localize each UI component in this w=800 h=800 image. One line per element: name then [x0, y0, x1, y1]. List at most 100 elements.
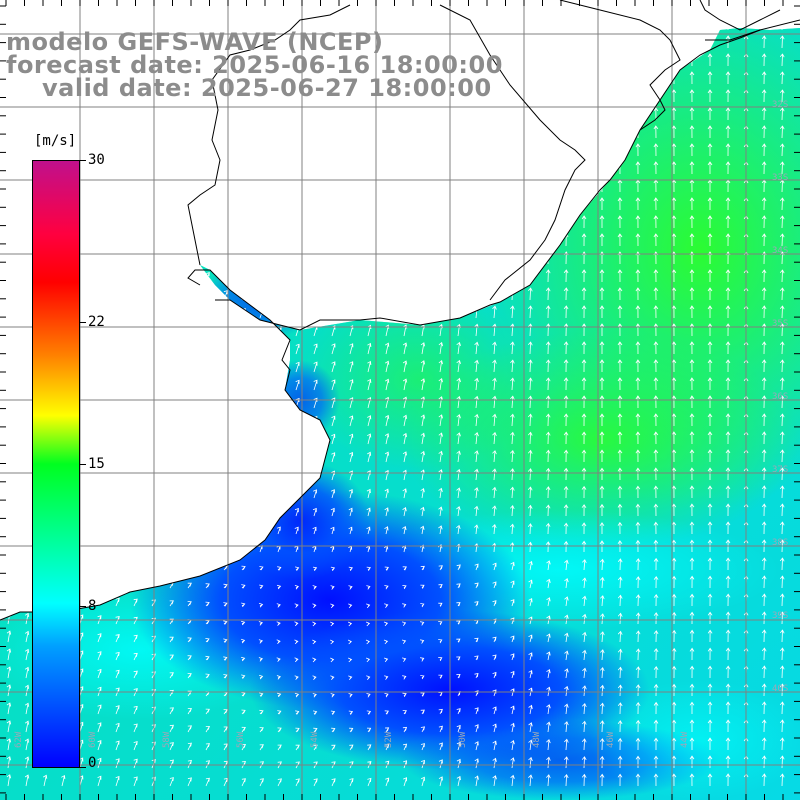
wind-arrow: [277, 744, 282, 751]
wind-arrow: [689, 359, 695, 373]
wind-arrow: [330, 621, 335, 627]
wind-arrow: [510, 359, 515, 373]
wind-arrow: [97, 668, 102, 679]
wind-arrow: [779, 683, 785, 697]
wind-arrow: [294, 692, 300, 698]
wind-arrow: [545, 377, 551, 391]
wind-arrow: [438, 450, 443, 463]
wind-arrow: [510, 504, 515, 517]
wind-arrow: [617, 720, 623, 733]
wind-arrow: [635, 594, 641, 607]
wind-arrow: [689, 593, 695, 607]
wind-arrow: [240, 620, 246, 626]
wind-arrow: [725, 503, 731, 517]
lat-label: 38S: [772, 538, 789, 548]
wind-arrow: [420, 709, 425, 715]
wind-arrow: [169, 672, 174, 679]
wind-arrow: [689, 557, 695, 571]
coastline: [0, 0, 800, 621]
wind-arrow: [635, 612, 641, 625]
wind-arrow: [725, 143, 731, 157]
wind-arrow: [689, 467, 695, 481]
wind-arrow: [24, 720, 30, 733]
wind-arrow: [366, 507, 371, 517]
wind-arrow: [564, 578, 569, 589]
colorbar-tick-mark: [80, 160, 86, 161]
wind-arrow: [707, 341, 713, 354]
wind-arrow: [331, 433, 336, 445]
wind-arrow: [761, 197, 767, 211]
wind-arrow: [779, 395, 785, 409]
wind-arrow: [581, 431, 587, 445]
wind-arrow: [313, 778, 318, 787]
wind-arrow: [474, 672, 479, 679]
wind-arrow: [635, 773, 641, 786]
wind-arrow: [671, 89, 677, 103]
wind-arrow: [349, 727, 354, 733]
wind-arrow: [402, 726, 408, 733]
wind-arrow: [276, 692, 282, 698]
wind-arrow: [438, 341, 444, 355]
wind-arrow: [169, 742, 174, 751]
wind-arrow: [545, 287, 551, 301]
lat-label: 32S: [772, 100, 789, 110]
wind-arrow: [420, 378, 426, 391]
wind-arrow: [600, 576, 605, 589]
wind-arrow: [653, 287, 659, 301]
wind-arrow: [401, 621, 407, 626]
wind-arrow: [653, 683, 659, 697]
wind-arrow: [330, 585, 335, 590]
wind-arrow: [761, 89, 767, 103]
wind-arrow: [564, 721, 569, 733]
wind-arrow: [564, 738, 569, 751]
wind-arrow: [707, 233, 713, 246]
wind-arrow: [761, 413, 767, 427]
wind-arrow: [545, 449, 551, 463]
wind-arrow: [707, 287, 713, 300]
wind-arrow: [545, 359, 551, 373]
wind-arrow: [617, 287, 623, 301]
wind-arrow: [707, 53, 713, 66]
wind-arrow: [367, 744, 372, 751]
wind-arrow: [438, 621, 443, 626]
wind-arrow: [510, 468, 515, 481]
wind-arrow: [527, 359, 533, 373]
wind-arrow: [402, 675, 407, 680]
wind-arrow: [653, 485, 659, 499]
wind-arrow: [671, 737, 677, 750]
wind-arrow: [725, 449, 731, 463]
wind-arrow: [367, 360, 372, 373]
wind-arrow: [6, 630, 12, 643]
wind-arrow: [617, 630, 623, 643]
wind-arrow: [761, 143, 767, 157]
wind-arrow: [349, 379, 354, 391]
wind-arrow: [545, 467, 551, 481]
wind-arrow: [761, 575, 767, 589]
wind-arrow: [761, 719, 767, 733]
wind-arrow: [474, 377, 479, 391]
wind-arrow: [169, 777, 174, 787]
wind-arrow: [474, 582, 479, 589]
wind-arrow: [438, 525, 443, 535]
wind-arrow: [528, 652, 533, 661]
wind-arrow: [599, 467, 605, 480]
wind-arrow: [635, 648, 641, 661]
colorbar-tick-label: 30: [88, 152, 105, 168]
wind-arrow: [599, 215, 605, 228]
wind-arrow: [653, 503, 659, 517]
wind-arrow: [6, 774, 12, 787]
wind-arrow: [725, 719, 731, 733]
wind-arrow: [725, 557, 731, 571]
wind-arrow: [384, 727, 390, 733]
wind-arrow: [403, 777, 408, 787]
wind-arrow: [384, 378, 390, 391]
wind-arrow: [403, 743, 408, 751]
wind-arrow: [205, 638, 210, 643]
wind-arrow: [366, 603, 371, 609]
wind-arrow: [635, 161, 641, 175]
wind-arrow: [581, 449, 587, 463]
wind-arrow: [187, 777, 192, 787]
wind-arrow: [779, 197, 785, 211]
wind-arrow: [133, 598, 138, 607]
